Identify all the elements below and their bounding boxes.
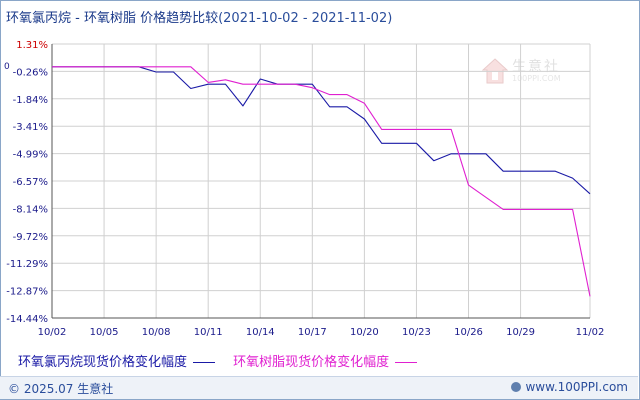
footer-site-text: www.100PPI.com — [525, 380, 628, 394]
y-tick-label: -14.44% — [6, 314, 48, 325]
legend-swatch-series1 — [193, 362, 216, 363]
legend-label-series2: 环氧树脂现货价格变化幅度 — [233, 355, 390, 370]
y-tick-label: -9.72% — [13, 232, 48, 243]
x-tick-label: 10/23 — [402, 327, 431, 338]
series-layer — [52, 66, 591, 297]
y-tick-label: -0.26% — [13, 67, 48, 78]
y-tick-label: -12.87% — [6, 287, 48, 298]
series-line-2 — [52, 66, 591, 297]
legend-item-series1: 环氧氯丙烷现货价格变化幅度 — [18, 351, 216, 370]
y-tick-label: -4.99% — [13, 150, 48, 161]
x-tick-label: 10/11 — [194, 327, 223, 338]
y-tick-label: -1.84% — [13, 95, 48, 106]
x-tick-label: 11/02 — [576, 327, 605, 338]
y-tick-label: -3.41% — [13, 122, 48, 133]
legend: 环氧氯丙烷现货价格变化幅度 环氧树脂现货价格变化幅度 — [18, 351, 431, 370]
x-tick-label: 10/17 — [298, 327, 327, 338]
axis-layer — [51, 44, 590, 319]
y-zero-label: 0 — [4, 62, 10, 72]
legend-label-series1: 环氧氯丙烷现货价格变化幅度 — [18, 355, 188, 370]
tick-layer: 1.31% -0.26% -1.84% -3.41% -4.99% -6.57% -8.14… — [4, 40, 604, 338]
watermark-subtext: 100PPI.COM — [512, 74, 561, 83]
chart-title-main: 环氧氯丙烷 - 环氧树脂 价格趋势比较 — [6, 11, 219, 26]
x-tick-label: 10/26 — [454, 327, 483, 338]
x-tick-label: 10/02 — [38, 327, 67, 338]
y-tick-label: -6.57% — [13, 177, 48, 188]
chart-title: 环氧氯丙烷 - 环氧树脂 价格趋势比较(2021-10-02 - 2021-11… — [6, 7, 392, 26]
footer: © 2025.07 生意社 www.100PPI.com — [0, 376, 638, 399]
footer-copyright: © 2025.07 生意社 — [8, 382, 114, 396]
chart-title-range: (2021-10-02 - 2021-11-02) — [218, 11, 393, 26]
x-tick-label: 10/14 — [246, 327, 275, 338]
globe-icon — [511, 382, 522, 392]
grid-layer — [51, 43, 591, 319]
series-line-1 — [52, 66, 591, 195]
footer-site-link[interactable]: www.100PPI.com — [511, 380, 628, 394]
x-tick-label: 10/20 — [350, 327, 379, 338]
y-tick-label: 1.31% — [16, 40, 48, 51]
legend-swatch-series2 — [395, 362, 418, 363]
x-tick-label: 10/05 — [90, 327, 119, 338]
y-tick-label: -11.29% — [6, 259, 48, 270]
x-tick-label: 10/08 — [142, 327, 171, 338]
legend-item-series2: 环氧树脂现货价格变化幅度 — [233, 351, 418, 370]
x-tick-label: 10/29 — [506, 327, 535, 338]
y-tick-label: -8.14% — [13, 204, 48, 215]
